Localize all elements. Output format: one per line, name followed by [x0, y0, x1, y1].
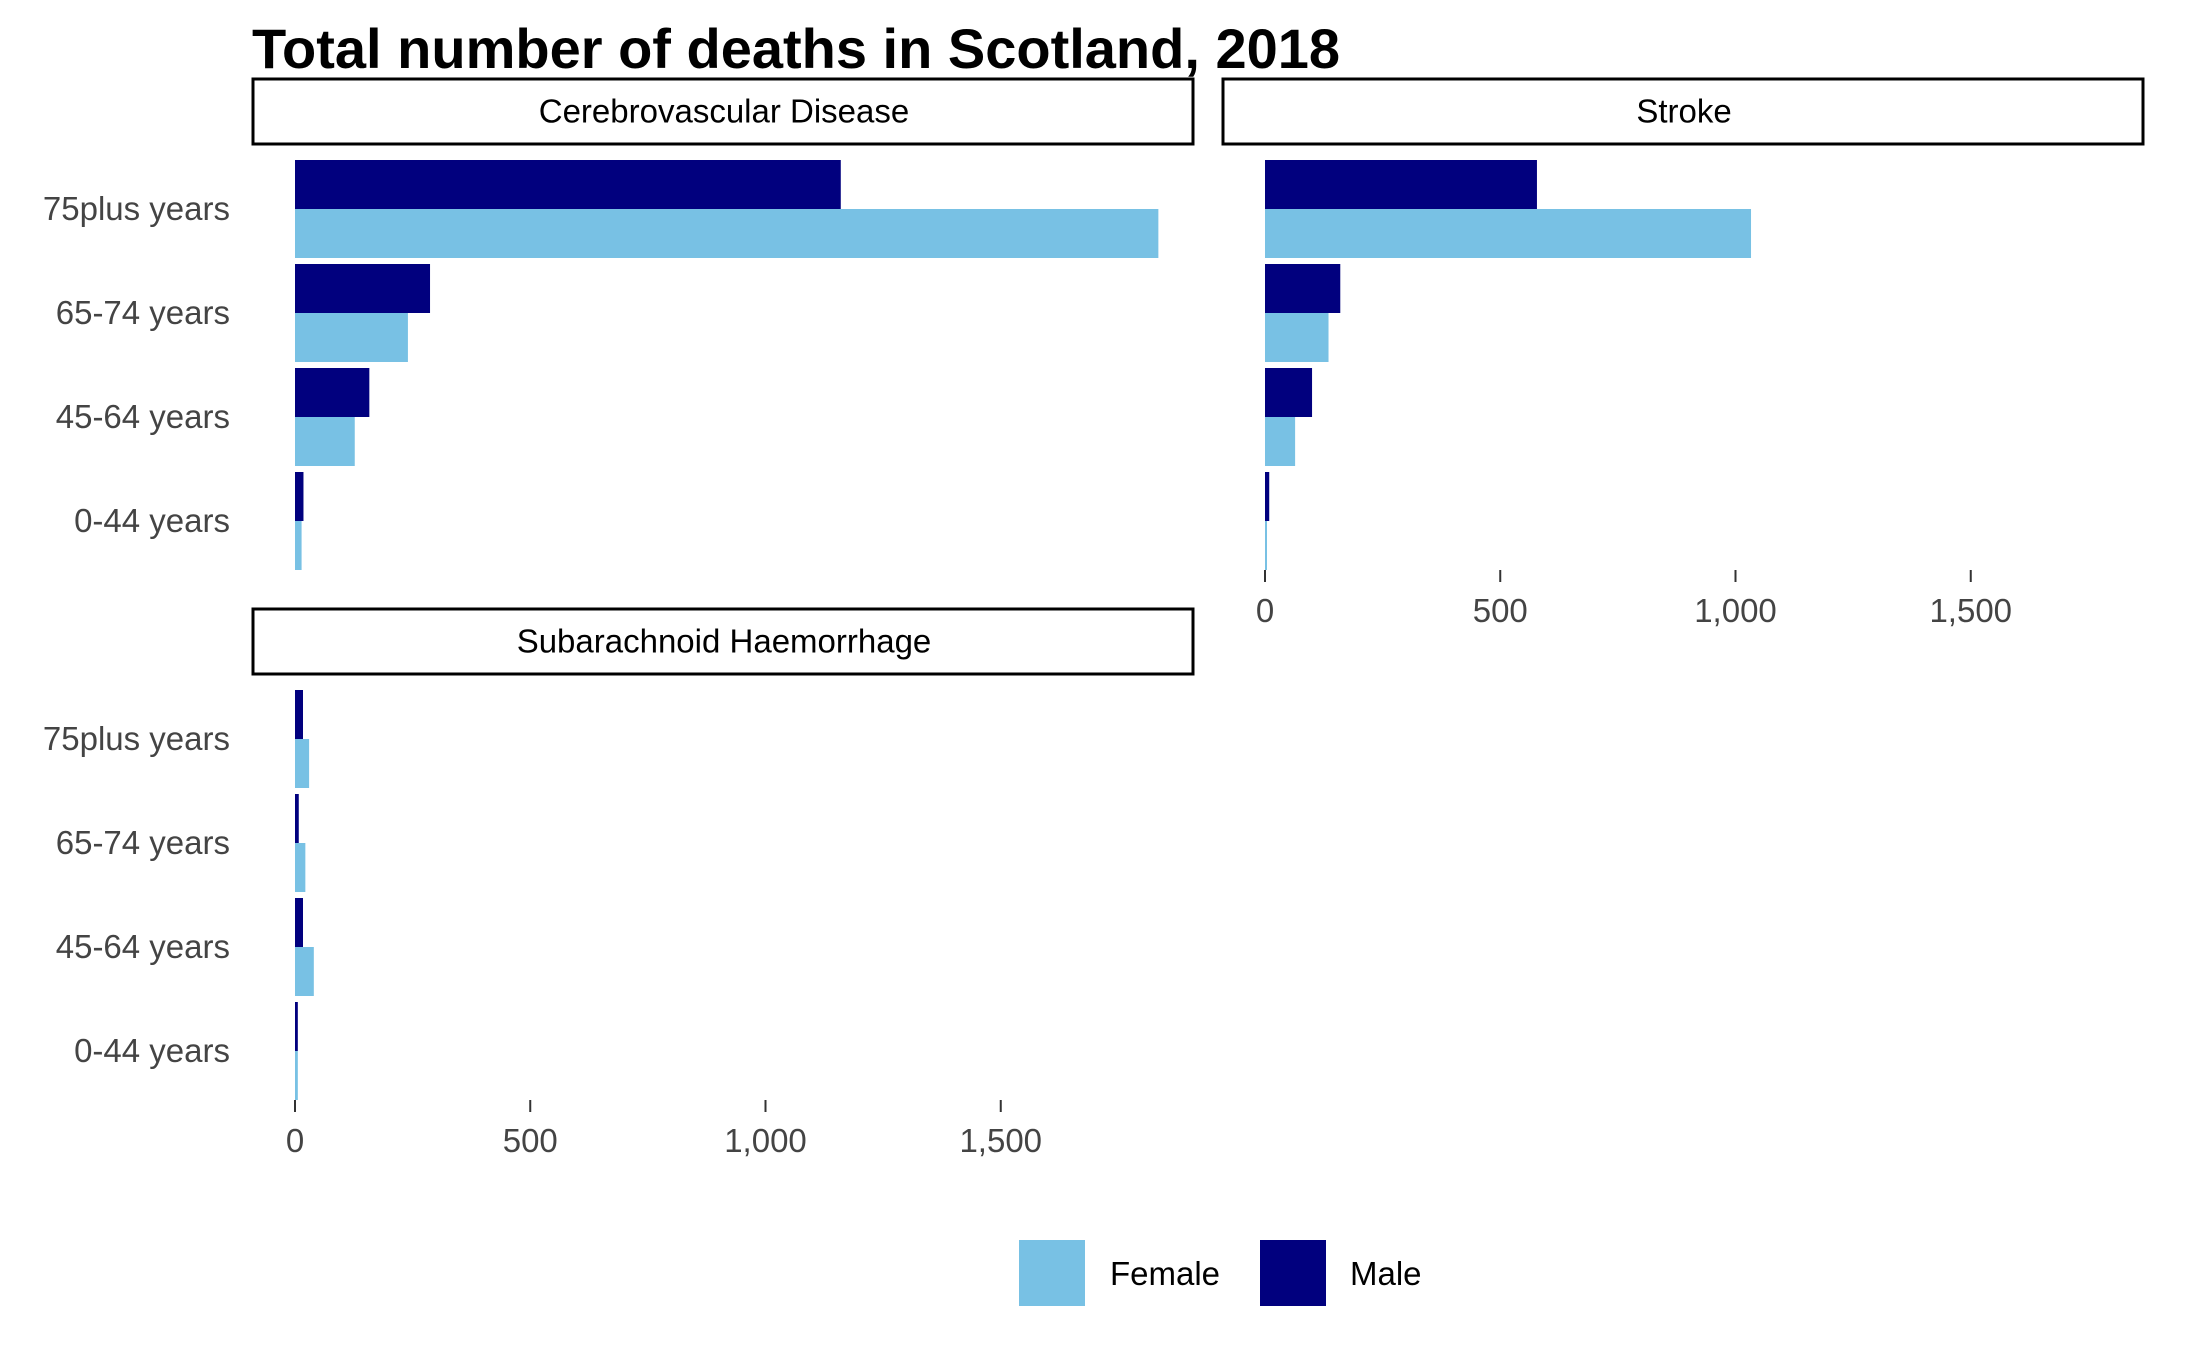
chart-title: Total number of deaths in Scotland, 2018 — [252, 17, 1340, 80]
bar-male — [295, 690, 303, 739]
bar-female — [295, 209, 1159, 258]
y-tick-label: 0-44 years — [74, 502, 230, 539]
bar-female — [1265, 521, 1267, 570]
bar-male — [295, 472, 304, 521]
panel-3: Subarachnoid Haemorrhage 75plus years 65-7… — [43, 607, 1195, 1159]
y-tick-label: 75plus years — [43, 190, 230, 227]
bar-female — [295, 947, 314, 996]
bar-male — [1265, 472, 1270, 521]
bar-female — [1265, 417, 1296, 466]
panel-2: Stroke 0 500 1,000 1,500 — [1221, 77, 2145, 629]
legend-label-male: Male — [1350, 1255, 1422, 1292]
legend: Female Male — [1019, 1240, 1422, 1306]
y-tick-label: 45-64 years — [56, 398, 230, 435]
x-tick-label: 1,500 — [959, 1122, 1042, 1159]
x-tick-label: 1,000 — [724, 1122, 807, 1159]
y-tick-label: 45-64 years — [56, 928, 230, 965]
y-tick-label: 75plus years — [43, 720, 230, 757]
bar-male — [1265, 160, 1537, 209]
bar-female — [295, 417, 355, 466]
panel-strip-label: Subarachnoid Haemorrhage — [517, 623, 932, 660]
panel-strip-label: Stroke — [1636, 93, 1731, 130]
bar-female — [1265, 313, 1329, 362]
y-tick-label: 65-74 years — [56, 294, 230, 331]
x-tick-label: 0 — [1256, 592, 1274, 629]
bar-female — [295, 313, 408, 362]
bar-male — [295, 368, 370, 417]
x-tick-label: 1,000 — [1694, 592, 1777, 629]
bar-female — [295, 843, 306, 892]
legend-swatch-male — [1260, 1240, 1326, 1306]
legend-label-female: Female — [1110, 1255, 1220, 1292]
panel-strip — [1221, 77, 2145, 146]
y-tick-label: 0-44 years — [74, 1032, 230, 1069]
bar-female — [295, 521, 302, 570]
bar-female — [295, 1051, 298, 1100]
panel-strip — [251, 607, 1195, 676]
bar-female — [1265, 209, 1752, 258]
bar-male — [295, 794, 299, 843]
bar-male — [295, 264, 431, 313]
panel-1: Cerebrovascular Disease 75plus years 65-74… — [43, 77, 1195, 570]
legend-swatch-female — [1019, 1240, 1085, 1306]
bar-male — [295, 898, 303, 947]
x-tick-label: 1,500 — [1929, 592, 2012, 629]
panels: Cerebrovascular Disease 75plus years 65-74… — [43, 77, 2145, 1159]
x-tick-label: 500 — [503, 1122, 558, 1159]
x-tick-label: 0 — [286, 1122, 304, 1159]
bar-male — [1265, 264, 1341, 313]
bar-female — [295, 739, 310, 788]
panel-strip — [251, 77, 1195, 146]
panel-strip-label: Cerebrovascular Disease — [539, 93, 910, 130]
bar-male — [1265, 368, 1313, 417]
bar-male — [295, 160, 841, 209]
y-tick-label: 65-74 years — [56, 824, 230, 861]
x-tick-label: 500 — [1473, 592, 1528, 629]
bar-male — [295, 1002, 298, 1051]
